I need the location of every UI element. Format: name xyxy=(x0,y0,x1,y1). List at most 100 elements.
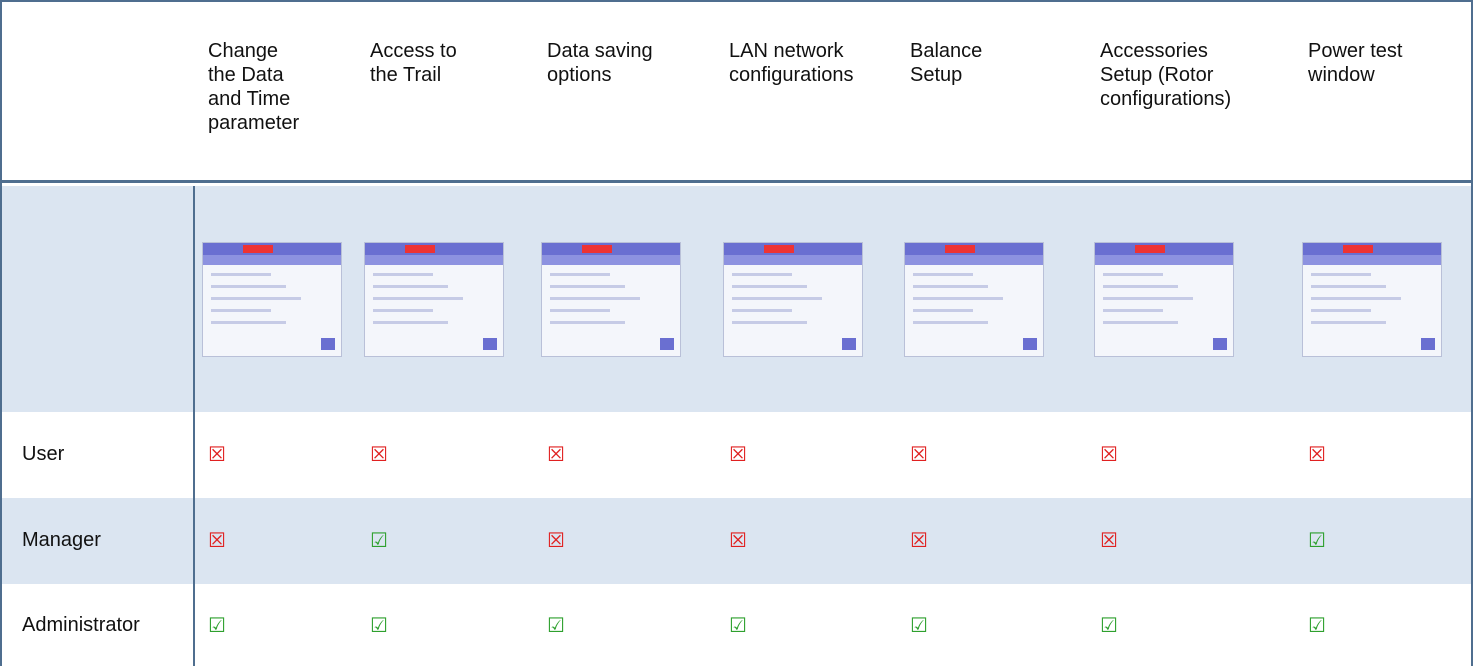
header-line: and Time xyxy=(208,88,291,110)
header-line: Setup (Rotor xyxy=(1100,64,1214,86)
screenshot-thumbnail xyxy=(541,242,681,357)
thumbnail-part xyxy=(1311,285,1386,288)
thumbnail-part xyxy=(732,321,807,324)
row-label: User xyxy=(22,443,65,465)
header-line: Data saving xyxy=(547,40,653,62)
screenshot-thumbnail xyxy=(202,242,342,357)
screenshot-thumbnail xyxy=(364,242,504,357)
screenshot-thumbnail xyxy=(904,242,1044,357)
thumbnail-part xyxy=(203,255,341,265)
thumbnail-part xyxy=(1103,321,1178,324)
permission-mark: ☒ xyxy=(370,442,388,466)
thumbnail-part xyxy=(945,245,975,253)
header-line: LAN network xyxy=(729,40,844,62)
header-line: window xyxy=(1308,64,1375,86)
thumbnail-part xyxy=(1421,338,1435,350)
row-label: Administrator xyxy=(22,614,140,636)
thumbnail-part xyxy=(373,273,433,276)
thumbnail-part xyxy=(321,338,335,350)
thumbnail-part xyxy=(1135,245,1165,253)
thumbnail-part xyxy=(1311,309,1371,312)
thumbnail-part xyxy=(732,273,792,276)
thumbnail-part xyxy=(211,273,271,276)
header-line: Setup xyxy=(910,64,963,86)
header-line: Accessories xyxy=(1100,40,1208,62)
thumbnail-part xyxy=(1343,245,1373,253)
thumbnail-part xyxy=(913,321,988,324)
column-header: Accessories Setup (Rotor configurations) xyxy=(1100,39,1231,111)
thumbnail-part xyxy=(243,245,273,253)
thumbnail-part xyxy=(1103,285,1178,288)
thumbnail-part xyxy=(1311,321,1386,324)
thumbnail-part xyxy=(405,245,435,253)
thumbnail-part xyxy=(1303,255,1441,265)
permission-mark: ☒ xyxy=(1100,528,1118,552)
thumbnail-part xyxy=(732,285,807,288)
thumbnail-part xyxy=(542,255,680,265)
thumbnail-part xyxy=(211,297,301,300)
permission-mark: ☒ xyxy=(208,442,226,466)
thumbnail-part xyxy=(1095,255,1233,265)
thumbnail-part xyxy=(1213,338,1227,350)
header-line: Access to xyxy=(370,40,457,62)
thumbnail-part xyxy=(211,321,286,324)
permission-mark: ☒ xyxy=(1308,442,1326,466)
header-line: Power test xyxy=(1308,40,1403,62)
permission-mark: ☑ xyxy=(547,613,565,637)
column-header: Power test window xyxy=(1308,39,1402,87)
row-band xyxy=(2,498,1471,584)
column-divider xyxy=(193,186,195,666)
permission-mark: ☑ xyxy=(1308,613,1326,637)
permission-mark: ☒ xyxy=(729,528,747,552)
thumbnail-part xyxy=(373,309,433,312)
header-line: Change xyxy=(208,40,279,62)
thumbnail-part xyxy=(1023,338,1037,350)
permission-mark: ☑ xyxy=(1308,528,1326,552)
thumbnail-part xyxy=(764,245,794,253)
thumbnail-part xyxy=(483,338,497,350)
thumbnail-part xyxy=(550,285,625,288)
thumbnail-part xyxy=(913,297,1003,300)
header-line: the Data xyxy=(208,64,284,86)
thumbnail-part xyxy=(582,245,612,253)
header-line: parameter xyxy=(208,112,300,134)
thumbnail-part xyxy=(550,321,625,324)
thumbnail-part xyxy=(660,338,674,350)
screenshot-thumbnail xyxy=(1302,242,1442,357)
header-line: configurations) xyxy=(1100,88,1232,110)
thumbnail-part xyxy=(550,273,610,276)
thumbnail-part xyxy=(550,297,640,300)
thumbnail-part xyxy=(732,309,792,312)
permission-mark: ☑ xyxy=(370,613,388,637)
column-header: Balance Setup xyxy=(910,39,982,87)
row-label: Manager xyxy=(22,529,101,551)
thumbnail-part xyxy=(373,321,448,324)
header-line: options xyxy=(547,64,612,86)
permission-mark: ☒ xyxy=(910,442,928,466)
thumbnail-part xyxy=(1103,273,1163,276)
thumbnail-part xyxy=(365,255,503,265)
thumbnail-part xyxy=(732,297,822,300)
thumbnail-part xyxy=(913,309,973,312)
permission-mark: ☒ xyxy=(547,528,565,552)
permission-mark: ☑ xyxy=(910,613,928,637)
thumbnail-part xyxy=(550,309,610,312)
thumbnail-part xyxy=(1103,297,1193,300)
header-line: Balance xyxy=(910,40,983,62)
thumbnail-part xyxy=(211,285,286,288)
permission-mark: ☒ xyxy=(729,442,747,466)
permission-mark: ☒ xyxy=(910,528,928,552)
permission-mark: ☒ xyxy=(208,528,226,552)
thumbnail-part xyxy=(211,309,271,312)
thumbnail-part xyxy=(842,338,856,350)
column-header: Change the Data and Time parameter xyxy=(208,39,299,135)
header-line: the Trail xyxy=(370,64,442,86)
thumbnail-part xyxy=(905,255,1043,265)
header-line: configurations xyxy=(729,64,854,86)
thumbnail-part xyxy=(373,297,463,300)
permission-mark: ☑ xyxy=(729,613,747,637)
permission-mark: ☒ xyxy=(1100,442,1118,466)
thumbnail-part xyxy=(1311,273,1371,276)
screenshot-thumbnail xyxy=(1094,242,1234,357)
